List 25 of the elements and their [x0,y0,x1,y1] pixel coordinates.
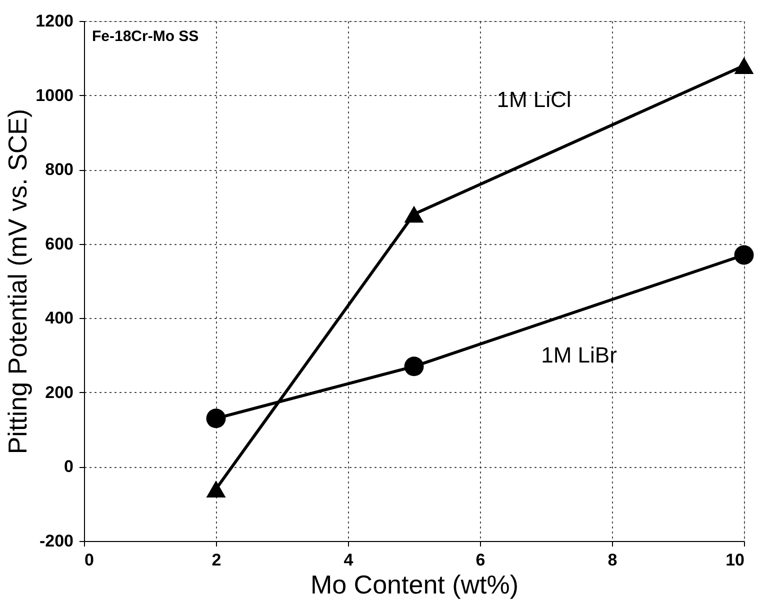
series-label: 1M LiCl [496,86,572,112]
point [206,480,226,498]
y-tick-label: 600 [45,234,74,254]
annotation: Fe-18Cr-Mo SS [92,28,199,45]
y-tick-label: 200 [45,382,74,402]
y-tick-label: 400 [45,308,74,328]
point [404,356,424,376]
y-tick-label: 1000 [36,86,74,105]
point [734,245,754,265]
x-tick-label: 0 [84,550,94,570]
y-axis-title: Pitting Potential (mV vs. SCE) [2,108,33,454]
x-tick-label: 10 [726,550,744,570]
x-tick-label: 4 [344,550,354,570]
y-tick-label: 1200 [36,12,74,30]
y-tick-label: 0 [64,457,74,476]
point [206,408,226,428]
x-tick-label: 2 [212,550,222,570]
series-label: 1M LiBr [541,342,617,368]
x-tick-label: 8 [608,550,618,570]
x-axis-title: Mo Content (wt%) [310,570,519,600]
y-tick-label: -200 [39,532,74,550]
x-tick-label: 6 [476,550,486,570]
point [734,57,754,74]
y-tick-label: 800 [45,160,74,180]
point [404,206,424,223]
